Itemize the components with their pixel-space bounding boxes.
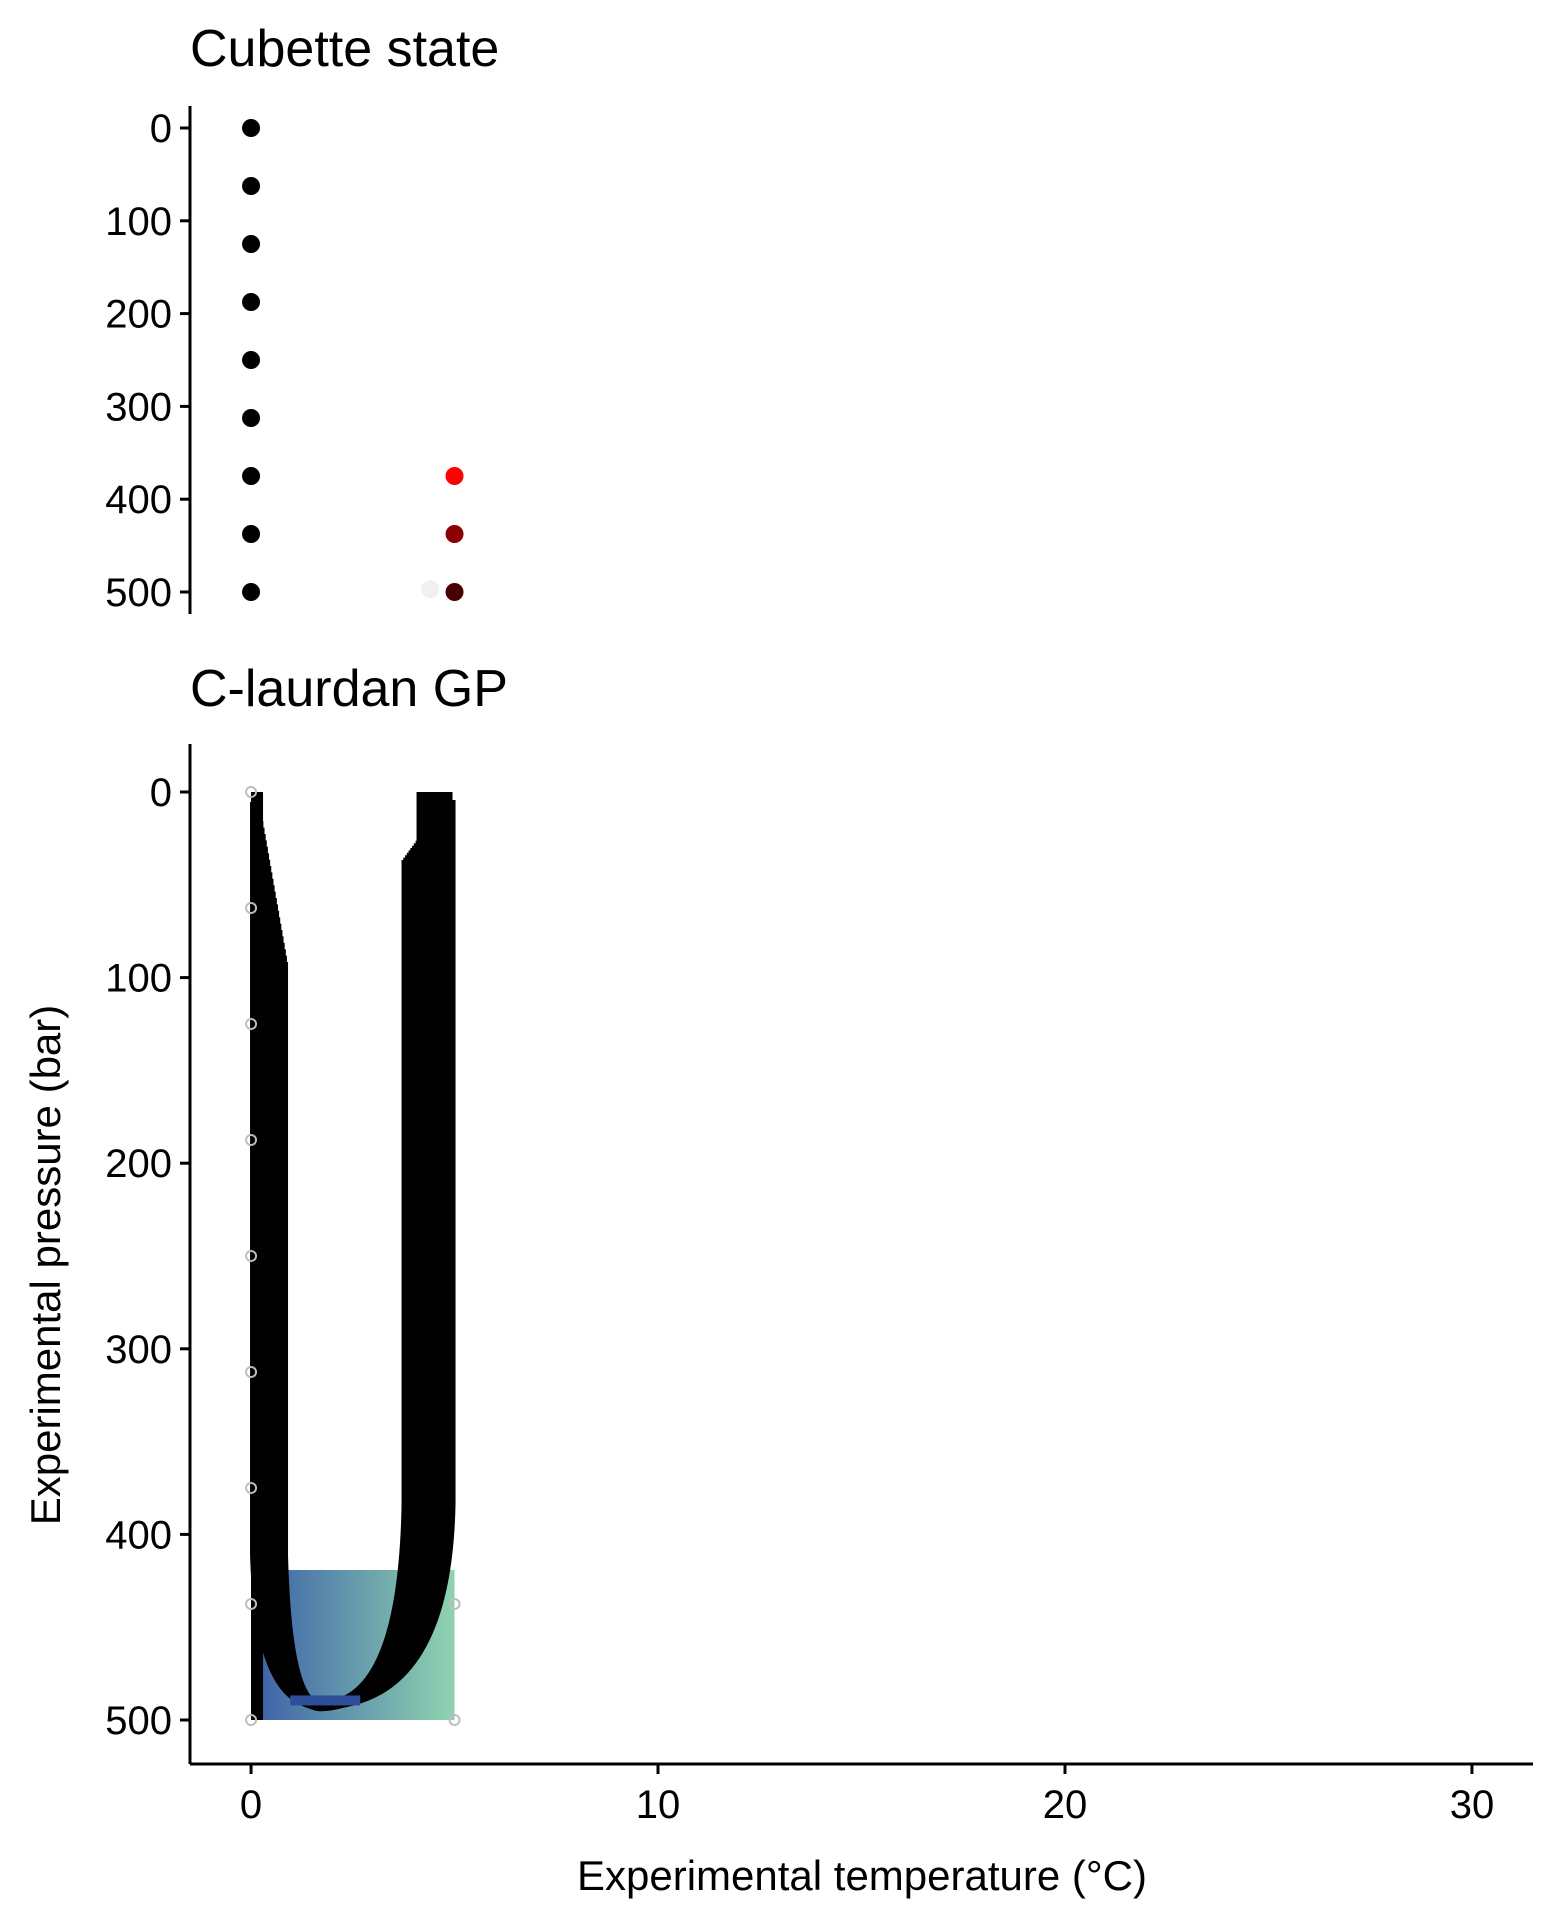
bottom-y-tick-label: 200	[105, 1142, 172, 1186]
bottom-x-tick-label: 30	[1450, 1783, 1495, 1827]
top-y-axis: 0 100 200 300 400 500	[105, 106, 192, 615]
bottom-y-tick-label: 300	[105, 1328, 172, 1372]
sample-point	[245, 1366, 258, 1378]
bottom-x-tick-label: 0	[240, 1783, 262, 1827]
top-points	[242, 119, 464, 601]
cubette-point	[242, 525, 261, 543]
sample-point	[448, 1598, 461, 1610]
bottom-y-tick-label: 400	[105, 1513, 172, 1557]
contour-line	[278, 860, 412, 1712]
cubette-point	[445, 467, 464, 485]
bottom-y-tick-label: 0	[150, 771, 172, 815]
top-y-tick-label: 500	[105, 571, 172, 615]
sample-point	[245, 1134, 258, 1146]
cubette-point	[242, 293, 261, 311]
sample-point	[245, 1598, 258, 1610]
bottom-y-tick-label: 100	[105, 957, 172, 1001]
bottom-sample-points	[245, 786, 461, 1726]
panel-cubette-state: Cubette state 0 100 200 300 400 500	[105, 20, 499, 615]
top-y-tick-label: 0	[150, 107, 172, 151]
y-axis-title: Experimental pressure (bar)	[22, 1005, 69, 1526]
panel-c-laurdan-gp: C-laurdan GP 0 100 200 300 400 500 0 10 20 30 Ex…	[22, 660, 1533, 1899]
sample-point	[245, 786, 258, 798]
sample-point	[245, 1018, 258, 1030]
contour-plot	[250, 792, 456, 1720]
bottom-y-axis: 0 100 200 300 400 500	[105, 744, 192, 1764]
contour-right-edge	[416, 792, 453, 1516]
cubette-point	[242, 177, 261, 195]
bottom-x-tick-label: 20	[1043, 1783, 1088, 1827]
cubette-point	[445, 525, 464, 543]
sample-point	[245, 1250, 258, 1262]
contour-trough	[290, 1695, 361, 1706]
bottom-x-tick-label: 10	[636, 1783, 681, 1827]
panel-title-cubette-state: Cubette state	[190, 20, 499, 78]
top-y-tick-label: 200	[105, 293, 172, 337]
cubette-point	[445, 583, 464, 601]
cubette-point	[421, 580, 440, 599]
cubette-point	[242, 409, 261, 427]
cubette-point	[242, 351, 261, 369]
top-y-tick-label: 400	[105, 478, 172, 522]
bottom-x-axis: 0 10 20 30	[190, 1762, 1533, 1827]
cubette-point	[242, 467, 261, 485]
contour-left-edge	[251, 792, 264, 1720]
panel-title-c-laurdan-gp: C-laurdan GP	[190, 660, 508, 718]
x-axis-title: Experimental temperature (°C)	[577, 1852, 1147, 1899]
sample-point	[448, 1714, 461, 1726]
top-y-tick-label: 100	[105, 200, 172, 244]
cubette-point	[242, 119, 261, 137]
sample-point	[245, 902, 258, 914]
sample-point	[245, 1482, 258, 1494]
top-y-tick-label: 300	[105, 385, 172, 429]
sample-point	[245, 1714, 258, 1726]
cubette-point	[242, 583, 261, 601]
cubette-point	[242, 235, 261, 253]
bottom-y-tick-label: 500	[105, 1699, 172, 1743]
